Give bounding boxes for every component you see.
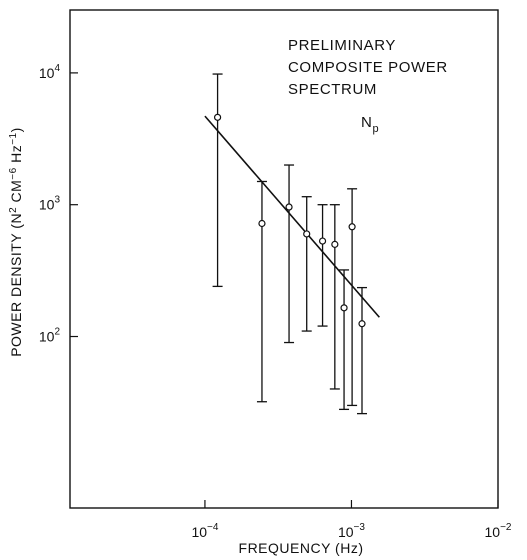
- data-point-1: [212, 73, 223, 288]
- data-point-5: [317, 204, 328, 327]
- series-annotation: Np: [361, 114, 379, 135]
- data-point-6: [329, 204, 340, 390]
- data-point-9: [356, 286, 367, 415]
- fit-line: [204, 115, 380, 318]
- data-marker: [358, 320, 366, 328]
- data-marker: [348, 223, 356, 231]
- x-tick-label: 10−2: [485, 522, 512, 540]
- data-marker: [340, 304, 348, 312]
- data-marker: [285, 203, 293, 211]
- data-marker: [258, 219, 266, 228]
- data-marker: [318, 237, 327, 245]
- y-tick-label: 104: [39, 63, 61, 81]
- data-point-7: [339, 269, 350, 411]
- data-point-8: [347, 188, 358, 407]
- plot-frame: [69, 9, 499, 509]
- chart-title-line-1: PRELIMINARY: [288, 37, 396, 54]
- x-tick-label: 10−4: [191, 522, 218, 540]
- data-point-2: [256, 180, 267, 403]
- data-point-3: [284, 164, 295, 344]
- data-marker: [303, 230, 311, 238]
- y-tick-label: 102: [39, 327, 61, 345]
- data-marker: [213, 113, 222, 121]
- chart-title-line-3: SPECTRUM: [288, 81, 377, 98]
- data-marker: [331, 240, 339, 248]
- x-axis-label: FREQUENCY (Hz): [239, 540, 364, 556]
- x-tick-label: 10−3: [338, 522, 365, 540]
- chart-title-line-2: COMPOSITE POWER: [288, 59, 448, 76]
- y-axis-label: POWER DENSITY (N2 CM−6 Hz−1): [8, 127, 25, 357]
- y-tick-label: 103: [39, 195, 61, 213]
- data-point-4: [301, 196, 312, 332]
